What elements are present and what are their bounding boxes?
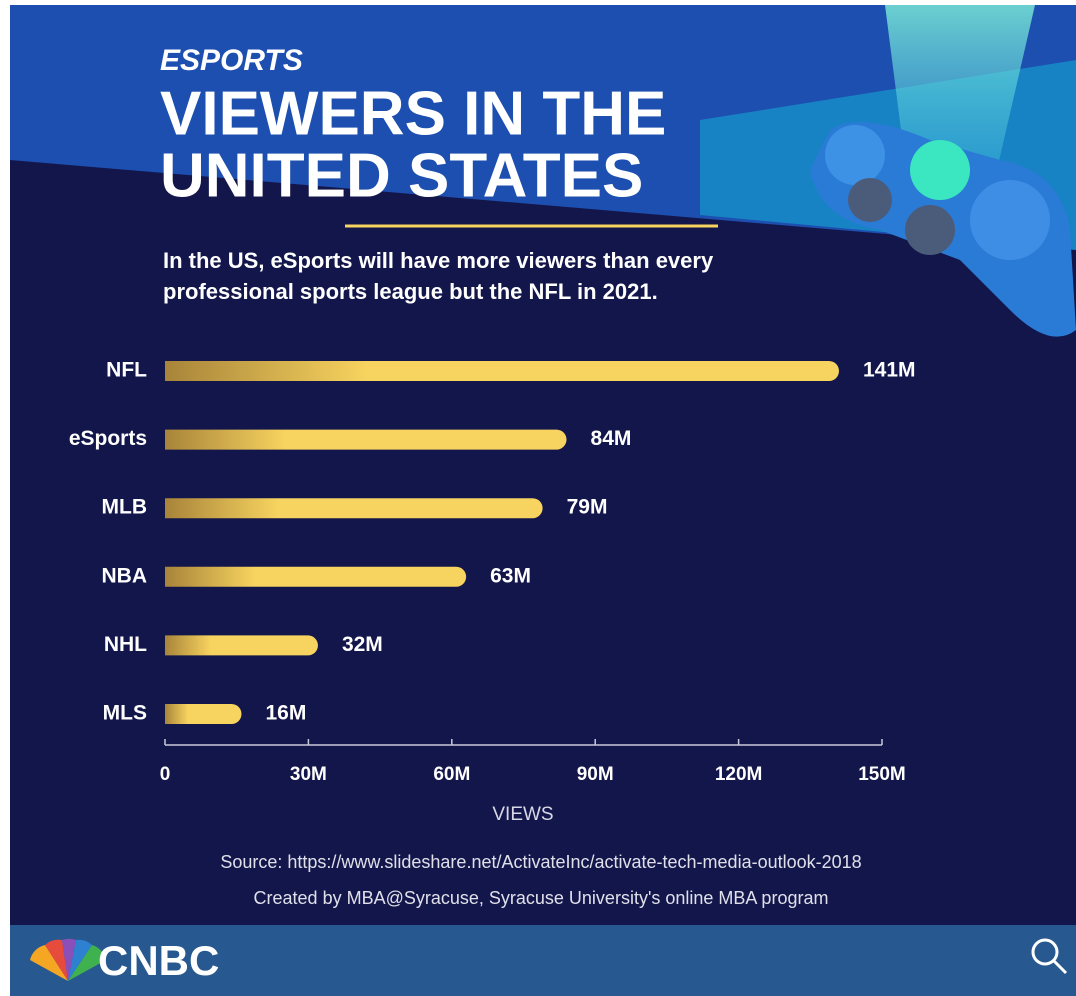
y-tick-label: eSports: [69, 427, 147, 450]
value-label: 141M: [863, 359, 916, 382]
bar: [165, 498, 543, 519]
value-label: 84M: [591, 427, 632, 450]
chart-title: VIEWERS IN THE: [160, 79, 666, 148]
value-label: 79M: [567, 496, 608, 519]
bar: [165, 361, 839, 381]
value-label: 63M: [490, 564, 531, 587]
subtitle: professional sports league but the NFL i…: [163, 279, 658, 304]
search-button[interactable]: [1031, 938, 1068, 975]
brand-logo[interactable]: CNBC: [98, 937, 219, 984]
bar: [165, 566, 467, 587]
x-tick-label: 150M: [858, 764, 906, 785]
source-note: Source: https://www.slideshare.net/Activ…: [220, 852, 861, 872]
x-tick-label: 60M: [433, 764, 470, 785]
value-label: 16M: [265, 702, 306, 725]
x-tick-label: 0: [160, 764, 171, 785]
subtitle: In the US, eSports will have more viewer…: [163, 248, 714, 273]
y-tick-label: NHL: [104, 633, 147, 656]
x-tick-label: 120M: [715, 764, 763, 785]
value-label: 32M: [342, 633, 383, 656]
cnbc-peacock: [30, 938, 106, 981]
y-tick-label: MLS: [103, 702, 147, 725]
footer-bar: [10, 925, 1076, 996]
y-tick-label: MLB: [102, 496, 148, 519]
x-tick-label: 90M: [577, 764, 614, 785]
chart-title: UNITED STATES: [160, 141, 643, 210]
y-tick-label: NBA: [102, 564, 148, 587]
x-axis-label: VIEWS: [492, 804, 553, 825]
y-tick-label: NFL: [106, 359, 147, 382]
controller-illustration: [810, 122, 1076, 337]
x-tick-label: 30M: [290, 764, 327, 785]
kicker: ESPORTS: [160, 44, 303, 77]
bar: [165, 704, 242, 724]
bar: [165, 635, 318, 656]
bar: [165, 429, 567, 450]
credit-note: Created by MBA@Syracuse, Syracuse Univer…: [254, 888, 829, 908]
